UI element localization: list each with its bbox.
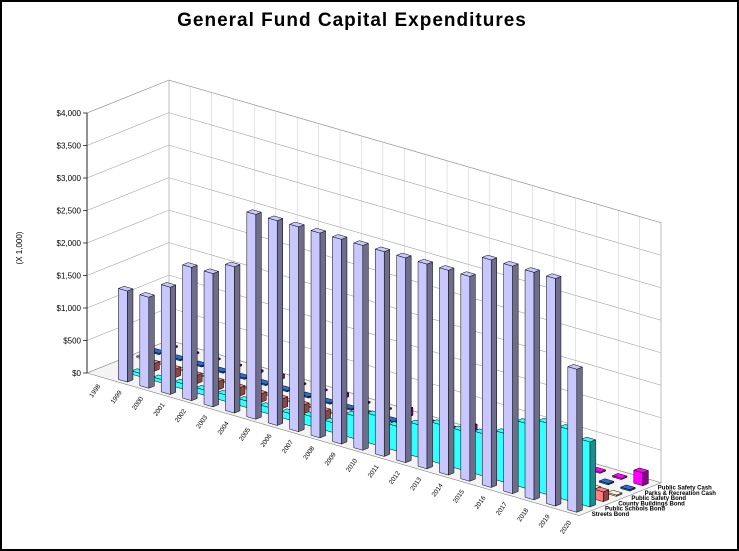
x-tick-label: 2003 xyxy=(195,414,209,430)
x-tick-label: 2011 xyxy=(367,464,381,480)
bar xyxy=(611,473,628,480)
x-tick-label: 2020 xyxy=(559,519,573,535)
bar xyxy=(181,262,198,402)
bar xyxy=(246,209,263,420)
bar xyxy=(331,234,348,445)
x-tick-label: 2000 xyxy=(131,395,145,411)
y-tick-label: $1,000 xyxy=(57,304,82,313)
bar xyxy=(598,478,615,486)
bar xyxy=(438,265,455,476)
chart-title: General Fund Capital Expenditures xyxy=(177,10,527,31)
bar xyxy=(353,240,370,451)
x-tick-label: 2002 xyxy=(174,408,188,424)
x-tick-label: 2009 xyxy=(324,451,338,467)
x-tick-label: 2004 xyxy=(217,420,231,436)
bar xyxy=(633,467,650,487)
bar xyxy=(374,246,391,457)
series-label: Public Schools Bond xyxy=(605,507,665,513)
bar xyxy=(267,215,284,426)
bar xyxy=(203,268,220,408)
bar xyxy=(139,292,156,389)
x-tick-label: 2008 xyxy=(302,445,316,461)
bar xyxy=(524,267,541,501)
x-tick-label: 2007 xyxy=(281,439,295,455)
bar xyxy=(224,261,241,414)
series-label: County Buildings Bond xyxy=(618,501,685,507)
x-tick-label: 2001 xyxy=(153,402,167,418)
x-tick-label: 2010 xyxy=(345,457,359,473)
x-tick-label: 1999 xyxy=(110,389,124,405)
bar xyxy=(288,221,305,433)
x-tick-label: 2006 xyxy=(260,433,274,449)
x-tick-label: 2016 xyxy=(474,495,488,511)
x-tick-label: 2014 xyxy=(431,482,445,498)
series-label: Public Safety Bond xyxy=(631,496,686,502)
y-axis-label: (X 1,000) xyxy=(15,231,24,264)
bar xyxy=(502,261,519,495)
x-tick-label: 2017 xyxy=(495,501,509,517)
bar xyxy=(619,484,636,492)
bar xyxy=(481,254,498,488)
x-tick-label: 2013 xyxy=(409,476,423,492)
x-tick-label: 2015 xyxy=(452,488,466,504)
y-tick-label: $2,000 xyxy=(57,239,82,248)
series-label: Public Safety Cash xyxy=(658,485,712,491)
x-tick-label: 1998 xyxy=(88,383,102,399)
x-tick-label: 2005 xyxy=(238,426,252,442)
bar xyxy=(545,273,562,507)
bar xyxy=(580,436,597,508)
y-tick-label: $1,500 xyxy=(57,272,82,281)
series-label: Streets Bond xyxy=(592,512,630,518)
y-tick-label: $3,000 xyxy=(57,174,82,183)
bar xyxy=(567,364,584,513)
series-label: Parks & Recreation Cash xyxy=(645,491,717,497)
bar xyxy=(417,259,434,470)
y-tick-label: $2,500 xyxy=(57,207,82,216)
bar xyxy=(310,228,327,439)
y-tick-label: $3,500 xyxy=(57,142,82,151)
bar xyxy=(160,282,177,395)
bars xyxy=(117,209,650,513)
x-tick-label: 2012 xyxy=(388,470,402,486)
x-tick-label: 2018 xyxy=(516,507,530,523)
y-tick-label: $4,000 xyxy=(57,109,82,118)
bar xyxy=(117,285,134,383)
y-tick-label: $500 xyxy=(63,337,81,346)
bar xyxy=(606,489,623,497)
bar xyxy=(460,271,477,482)
y-tick-label: $0 xyxy=(72,369,81,378)
bar xyxy=(395,252,412,464)
bar xyxy=(593,486,610,503)
x-tick-label: 2019 xyxy=(538,513,552,529)
